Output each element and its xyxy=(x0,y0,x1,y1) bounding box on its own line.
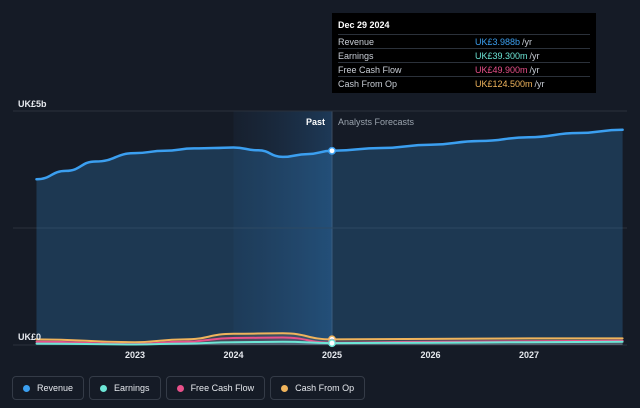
tooltip-unit: /yr xyxy=(522,36,533,47)
legend-label: Cash From Op xyxy=(295,383,355,393)
tooltip-date: Dec 29 2024 xyxy=(338,20,390,30)
legend-dot-icon xyxy=(100,384,108,392)
past-label: Past xyxy=(306,117,325,127)
legend: Revenue Earnings Free Cash Flow Cash Fro… xyxy=(12,376,366,400)
series-line-cash-from-op xyxy=(35,332,624,344)
tooltip-label: Cash From Op xyxy=(338,78,398,89)
tooltip-unit: /yr xyxy=(534,78,545,89)
tooltip-value: UK£3.988b xyxy=(475,36,521,47)
tooltip-unit: /yr xyxy=(529,50,540,61)
x-tick-label: 2024 xyxy=(223,350,243,360)
x-tick-label: 2027 xyxy=(519,350,539,360)
x-tick-label: 2026 xyxy=(420,350,440,360)
y-axis-top-label: UK£5b xyxy=(18,99,47,109)
legend-item-cash-from-op[interactable]: Cash From Op xyxy=(270,376,366,400)
legend-label: Free Cash Flow xyxy=(190,383,255,393)
y-axis-bottom-label: UK£0 xyxy=(18,332,41,342)
tooltip-value: UK£124.500m xyxy=(475,78,533,89)
x-tick-label: 2025 xyxy=(322,350,342,360)
tooltip-unit: /yr xyxy=(529,64,540,75)
legend-item-revenue[interactable]: Revenue xyxy=(12,376,85,400)
series-line-revenue xyxy=(35,128,624,181)
legend-dot-icon xyxy=(176,384,184,392)
tooltip-label: Earnings xyxy=(338,50,374,61)
tooltip-label: Free Cash Flow xyxy=(338,64,402,75)
legend-label: Earnings xyxy=(114,383,150,393)
legend-item-free-cash-flow[interactable]: Free Cash Flow xyxy=(165,376,266,400)
tooltip-row-free-cash-flow: Free Cash Flow UK£49.900m /yr xyxy=(338,62,590,76)
legend-dot-icon xyxy=(281,384,289,392)
legend-item-earnings[interactable]: Earnings xyxy=(89,376,161,400)
marker-revenue xyxy=(328,146,336,155)
legend-label: Revenue xyxy=(37,383,74,393)
tooltip-value: UK£39.300m xyxy=(475,50,528,61)
marker-earnings xyxy=(328,339,336,348)
x-tick-label: 2023 xyxy=(125,350,145,360)
tooltip-row-cash-from-op: Cash From Op UK£124.500m /yr xyxy=(338,76,590,90)
tooltip-label: Revenue xyxy=(338,36,375,47)
legend-dot-icon xyxy=(23,384,30,392)
tooltip-row-earnings: Earnings UK£39.300m /yr xyxy=(338,48,590,62)
forecast-label: Analysts Forecasts xyxy=(338,117,415,127)
tooltip: Dec 29 2024 Revenue UK£3.988b /yr Earnin… xyxy=(332,13,596,93)
tooltip-value: UK£49.900m xyxy=(475,64,528,75)
series-line-earnings xyxy=(35,340,624,346)
series-area-revenue xyxy=(36,129,623,345)
tooltip-row-revenue: Revenue UK£3.988b /yr xyxy=(338,34,590,48)
